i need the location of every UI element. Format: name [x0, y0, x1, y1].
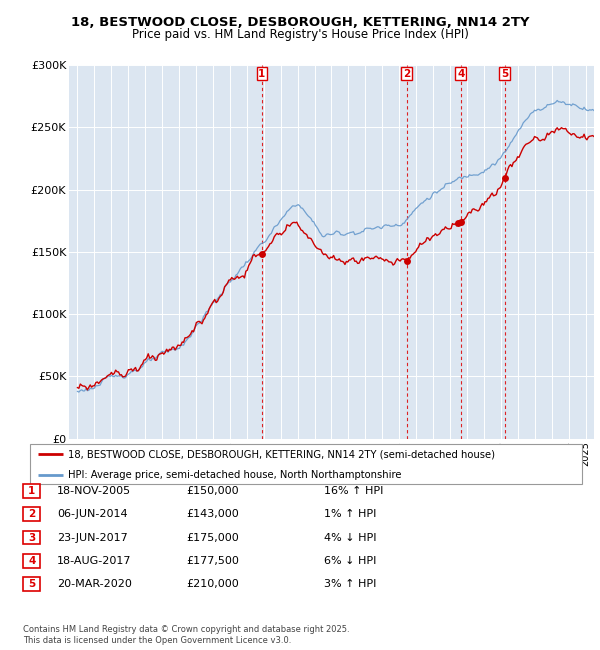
Text: £210,000: £210,000 [186, 579, 239, 590]
FancyBboxPatch shape [23, 530, 40, 545]
Text: 4: 4 [28, 556, 35, 566]
Text: Contains HM Land Registry data © Crown copyright and database right 2025.
This d: Contains HM Land Registry data © Crown c… [23, 625, 349, 645]
Text: 23-JUN-2017: 23-JUN-2017 [57, 532, 128, 543]
Text: 6% ↓ HPI: 6% ↓ HPI [324, 556, 376, 566]
FancyBboxPatch shape [23, 577, 40, 592]
Text: 3: 3 [28, 532, 35, 543]
Text: 4: 4 [457, 69, 464, 79]
FancyBboxPatch shape [23, 484, 40, 498]
Text: Price paid vs. HM Land Registry's House Price Index (HPI): Price paid vs. HM Land Registry's House … [131, 28, 469, 41]
Text: 1: 1 [258, 69, 265, 79]
FancyBboxPatch shape [23, 507, 40, 521]
Text: 18-NOV-2005: 18-NOV-2005 [57, 486, 131, 496]
Text: £150,000: £150,000 [186, 486, 239, 496]
Text: 16% ↑ HPI: 16% ↑ HPI [324, 486, 383, 496]
FancyBboxPatch shape [30, 444, 582, 484]
Text: 4% ↓ HPI: 4% ↓ HPI [324, 532, 377, 543]
Text: 1% ↑ HPI: 1% ↑ HPI [324, 509, 376, 519]
Text: 3% ↑ HPI: 3% ↑ HPI [324, 579, 376, 590]
Text: 20-MAR-2020: 20-MAR-2020 [57, 579, 132, 590]
Text: 18-AUG-2017: 18-AUG-2017 [57, 556, 131, 566]
Text: 5: 5 [501, 69, 508, 79]
Text: 06-JUN-2014: 06-JUN-2014 [57, 509, 128, 519]
Text: £177,500: £177,500 [186, 556, 239, 566]
Text: 18, BESTWOOD CLOSE, DESBOROUGH, KETTERING, NN14 2TY (semi-detached house): 18, BESTWOOD CLOSE, DESBOROUGH, KETTERIN… [68, 449, 494, 459]
Text: 2: 2 [403, 69, 410, 79]
Text: 2: 2 [28, 509, 35, 519]
Text: 18, BESTWOOD CLOSE, DESBOROUGH, KETTERING, NN14 2TY: 18, BESTWOOD CLOSE, DESBOROUGH, KETTERIN… [71, 16, 529, 29]
Text: HPI: Average price, semi-detached house, North Northamptonshire: HPI: Average price, semi-detached house,… [68, 471, 401, 480]
Text: 1: 1 [28, 486, 35, 496]
Text: 5: 5 [28, 579, 35, 590]
Text: £143,000: £143,000 [186, 509, 239, 519]
FancyBboxPatch shape [23, 554, 40, 568]
Text: £175,000: £175,000 [186, 532, 239, 543]
